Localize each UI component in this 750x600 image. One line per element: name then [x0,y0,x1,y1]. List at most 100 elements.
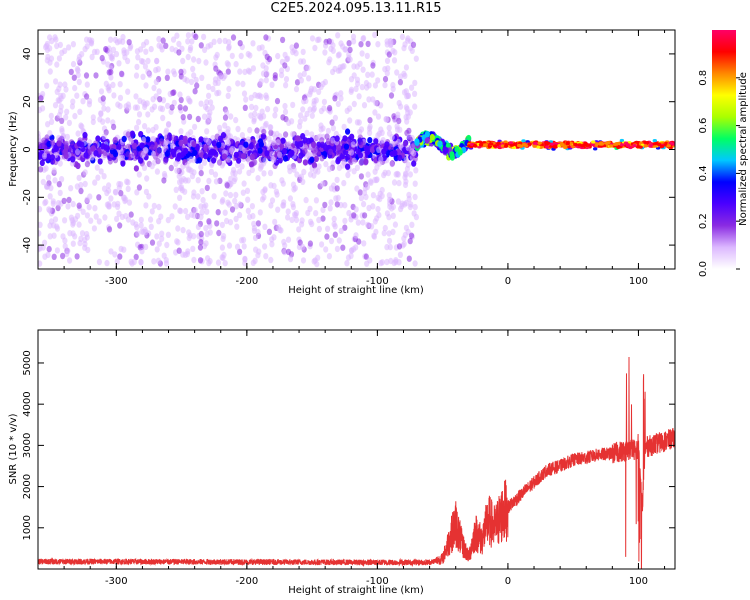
spectrogram-cell [80,208,86,215]
spectrogram-cell [206,218,212,225]
spectrogram-cell [457,149,463,156]
spectrogram-cell [100,118,106,125]
spectrogram-cell [334,135,340,142]
spectrogram-cell [617,145,622,149]
spectrogram-cell [334,176,340,184]
spectrogram-cell [291,166,297,173]
spectrogram-cell [304,129,310,137]
spectrogram-cell [70,230,76,237]
spectrogram-cell [346,40,352,47]
spectrogram-cell [199,74,205,82]
spectrogram-cell [308,85,314,93]
spectrogram-cell [351,72,357,79]
spectrogram-cell [358,126,365,133]
spectrogram-cell [383,116,390,123]
spectrogram-cell [313,97,319,104]
spectrogram-cell [101,185,108,192]
colorbar-tick-label: 0.4 [698,165,709,181]
spectrogram-cell [248,143,254,150]
spectrogram-cell [334,185,340,192]
spectrogram-cell [398,205,404,213]
spectrogram-cell [378,126,384,133]
spectrogram-cell [309,131,315,138]
spectrogram-cell [108,195,114,202]
spectrogram-cell [63,144,69,151]
spectrogram-cell [299,217,305,224]
spectrogram-cell [39,143,45,150]
spectrogram-cell [335,32,341,39]
spectrogram-cell [233,116,239,124]
spectrogram-cell [125,131,131,138]
spectrogram-cell [53,36,59,43]
spectrogram-cell [202,46,208,54]
spectrogram-cell [397,154,403,162]
spectrogram-cell [222,114,229,121]
spectrogram-ylabel: Frequency (Hz) [8,111,19,187]
spectrogram-cell [114,215,120,223]
spectrogram-cell [83,152,89,159]
spectrogram-cell [38,152,42,159]
spectrogram-cell [220,196,226,204]
spectrogram-cell [347,56,353,63]
spectrogram-cell [358,41,364,48]
spectrogram-cell [50,198,56,205]
spectrogram-cell [87,139,93,146]
spectrogram-cell [358,159,364,166]
spectrogram-cell [594,142,599,146]
spectrogram-cell [228,147,234,154]
spectrogram-cell [473,144,478,148]
snr-series-line [38,356,675,569]
spectrogram-cell [198,42,204,49]
spectrogram-cell [110,81,116,89]
spectrogram-cell [345,171,351,179]
spectrogram-cell [56,85,62,93]
spectrogram-cell [330,47,336,54]
spectrogram-cell [345,153,351,161]
spectrogram-cell [282,155,289,162]
spectrogram-cell [612,142,618,146]
spectrogram-cell [315,168,321,175]
spectrogram-cell [269,241,275,248]
spectrogram-cell [129,260,135,267]
spectrogram-cell [384,41,390,48]
spectrogram-cell [304,110,310,118]
spectrogram-cell [53,144,59,151]
spectrogram-cell [386,124,392,132]
spectrogram-cell [573,142,578,147]
spectrogram-cell [390,47,396,55]
spectrogram-cell [134,104,140,111]
spectrogram-cell [323,246,329,253]
spectrogram-cell [216,141,222,148]
spectrogram-cell [281,147,288,155]
spectrogram-cell [553,144,558,148]
spectrogram-cell [318,83,324,91]
spectrogram-cell [162,158,169,165]
spectrogram-cell [350,33,357,40]
spectrogram-cell [331,215,337,223]
spectrogram-cell [161,170,168,178]
spectrogram-cell [163,129,169,136]
snr-xtick-label: 100 [629,576,648,587]
spectrogram-cell [117,81,123,88]
spectrogram-cell [185,53,191,61]
spectrogram-cell [412,193,418,201]
spectrogram-cell [38,221,43,228]
spectrogram-cell [216,159,223,166]
spectrogram-cell [198,136,204,143]
spectrogram-cell [390,85,396,93]
spectrogram-cell [96,194,102,201]
spectrogram-cell [76,78,82,86]
spectrogram-cell [360,141,366,148]
spectrogram-cell [302,159,308,166]
spectrogram-cell [390,212,396,219]
spectrogram-cell [263,253,269,260]
spectrogram-cell [108,248,114,255]
spectrogram-cell [237,40,243,47]
spectrogram-cell [347,105,353,112]
spectrogram-cell [537,141,542,145]
spectrogram-cell [131,150,137,157]
spectrogram-xtick-label: 100 [629,276,648,287]
spectrogram-cell [309,156,315,163]
spectrogram-cell [204,105,210,113]
spectrogram-cell [320,180,326,188]
